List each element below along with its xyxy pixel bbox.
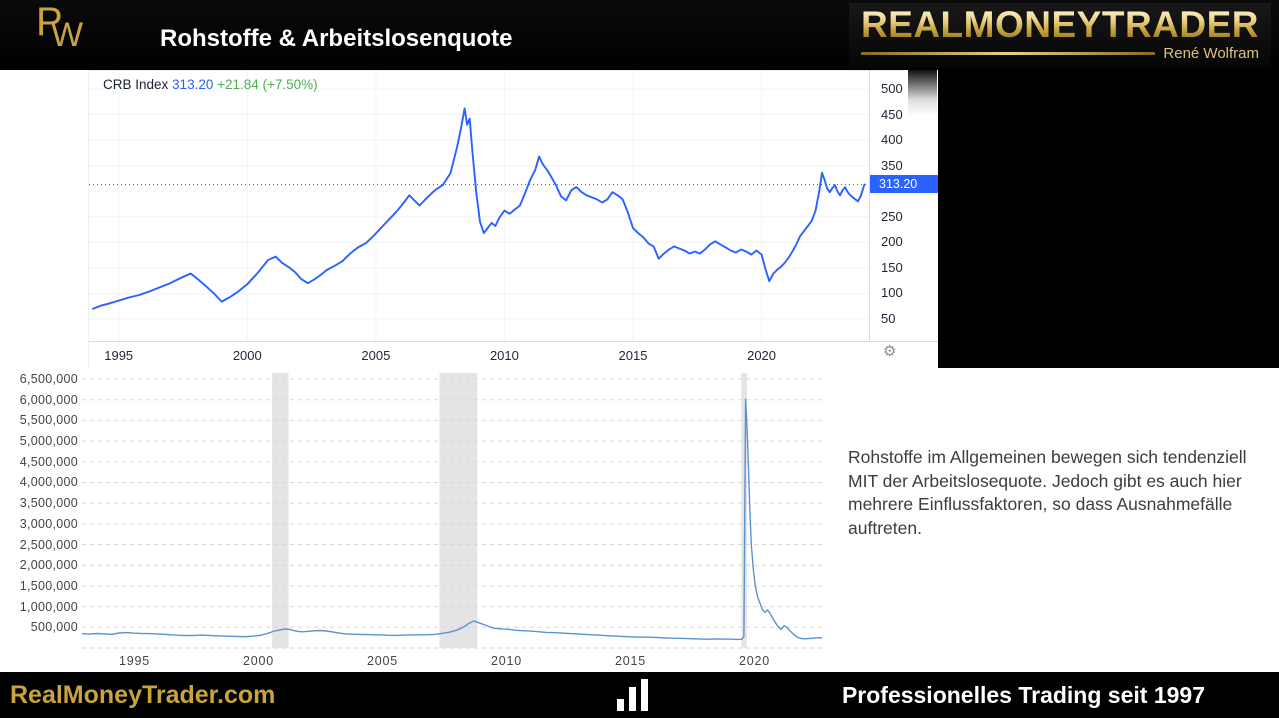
header-shadow-gradient <box>908 70 937 116</box>
time-scale-label: 2005 <box>361 348 391 363</box>
crb-chart-panel: CRB Index 313.20 +21.84 (+7.50%) 500 450 4… <box>88 70 938 368</box>
claims-y-label: 5,500,000 <box>19 413 78 428</box>
time-scale-label: 1995 <box>104 348 134 363</box>
claims-y-label: 6,500,000 <box>19 372 78 386</box>
gear-icon[interactable]: ⚙ <box>883 343 897 360</box>
price-scale-label: 450 <box>881 106 903 122</box>
claims-y-label: 500,000 <box>30 620 78 635</box>
price-scale-label: 250 <box>881 208 903 224</box>
claims-y-label: 2,000,000 <box>19 558 78 573</box>
bar-chart-icon <box>617 679 648 711</box>
chart-legend: CRB Index 313.20 +21.84 (+7.50%) <box>103 77 318 92</box>
claims-x-label: 2010 <box>491 654 523 668</box>
price-scale-label: 100 <box>881 285 903 301</box>
current-price-label: 313.20 <box>870 175 938 194</box>
price-scale-label: 200 <box>881 234 903 250</box>
time-scale-label: 2000 <box>232 348 262 363</box>
legend-last-price: 313.20 <box>172 77 214 92</box>
brand-underline <box>860 51 1156 55</box>
slide-footer: RealMoneyTrader.com Professionelles Trad… <box>0 672 1279 718</box>
claims-y-label: 4,000,000 <box>19 475 78 490</box>
legend-change: +21.84 (+7.50%) <box>217 77 318 92</box>
claims-x-label: 2000 <box>243 654 275 668</box>
claims-x-label: 2005 <box>367 654 399 668</box>
bottom-section: 6,500,000 6,000,000 5,500,000 5,000,000 4,50… <box>0 368 1279 672</box>
claims-y-label: 1,000,000 <box>19 599 78 614</box>
commentary-text: Rohstoffe im Allgemeinen bewegen sich te… <box>848 447 1247 538</box>
website-label: RealMoneyTrader.com <box>10 681 276 709</box>
claims-y-label: 4,500,000 <box>19 454 78 469</box>
claims-y-label: 3,000,000 <box>19 516 78 531</box>
brand-author: René Wolfram <box>1163 44 1259 62</box>
crb-price-chart[interactable] <box>89 70 938 368</box>
brand-logo: REALMONEYTRADER René Wolfram <box>848 3 1271 68</box>
brand-name: REALMONEYTRADER <box>860 4 1259 45</box>
logo-letter-p: P <box>36 0 63 44</box>
time-scale-label: 2010 <box>489 348 519 363</box>
claims-y-label: 2,500,000 <box>19 537 78 552</box>
time-scale-label: 2015 <box>618 348 648 363</box>
price-scale-label: 350 <box>881 157 903 173</box>
time-scale-label: 2020 <box>747 348 777 363</box>
page-title: Rohstoffe & Arbeitslosenquote <box>160 25 513 52</box>
price-scale-label: 150 <box>881 259 903 275</box>
claims-x-label: 2020 <box>739 654 771 668</box>
logo-letter-w: W <box>51 16 84 54</box>
legend-symbol: CRB Index <box>103 77 169 92</box>
claims-y-label: 6,000,000 <box>19 392 78 407</box>
claims-x-label: 1995 <box>119 654 151 668</box>
slide-header: P W Rohstoffe & Arbeitslosenquote REALMO… <box>0 0 1279 70</box>
claims-y-label: 3,500,000 <box>19 496 78 511</box>
claims-y-label: 5,000,000 <box>19 434 78 449</box>
price-scale-label: 500 <box>881 81 903 96</box>
unemployment-claims-chart <box>81 373 826 649</box>
pw-monogram-logo: P W <box>36 0 100 66</box>
footer-tagline: Professionelles Trading seit 1997 <box>841 682 1205 708</box>
price-scale-label: 50 <box>881 311 896 326</box>
claims-x-label: 2015 <box>615 654 647 668</box>
price-scale-label: 400 <box>881 132 903 148</box>
claims-y-label: 1,500,000 <box>19 578 78 593</box>
